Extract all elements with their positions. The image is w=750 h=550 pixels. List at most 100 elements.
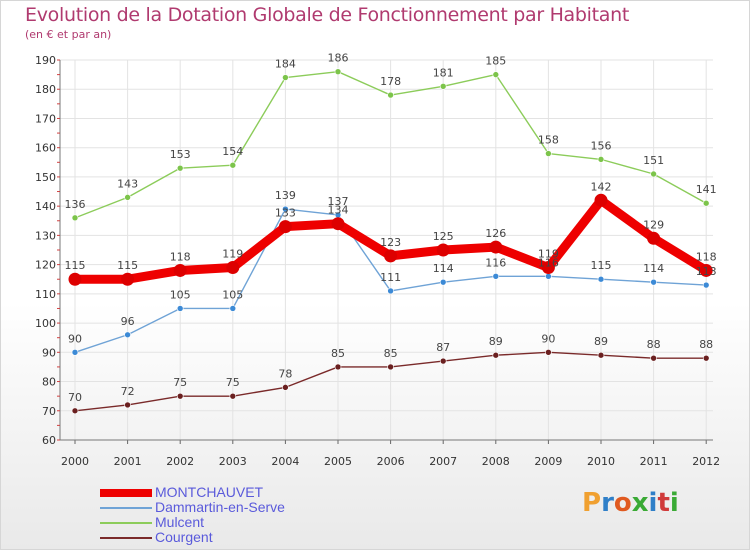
legend-swatch-dammartin-en-serve (100, 506, 152, 509)
y-tick-label: 80 (42, 376, 56, 389)
data-label-mulcent: 151 (643, 154, 664, 167)
data-point-mulcent (387, 91, 394, 99)
data-label-mulcent: 158 (538, 134, 559, 147)
data-label-courgent: 85 (331, 347, 345, 360)
x-tick-label: 2011 (640, 455, 668, 468)
data-point-courgent (702, 354, 710, 362)
data-label-courgent: 87 (436, 341, 450, 354)
legend-label-dammartin-en-serve: Dammartin-en-Serve (155, 499, 285, 515)
data-point-dammartin-en-serve (229, 305, 237, 312)
y-tick-label: 160 (35, 142, 56, 155)
legend-label-mulcent: Mulcent (155, 514, 205, 530)
data-point-dammartin-en-serve (71, 349, 79, 356)
data-point-montchauvet (541, 261, 555, 275)
x-tick-label: 2000 (61, 455, 89, 468)
data-label-dammartin-en-serve: 115 (591, 259, 612, 272)
x-tick-label: 2002 (166, 455, 194, 468)
chart-title: Evolution de la Dotation Globale de Fonc… (25, 4, 630, 26)
data-point-courgent (545, 349, 552, 356)
data-label-courgent: 70 (68, 391, 82, 404)
legend-label-montchauvet: MONTCHAUVET (155, 484, 264, 500)
legend-item-montchauvet: MONTCHAUVET (100, 484, 360, 500)
data-point-dammartin-en-serve (439, 278, 447, 286)
y-tick-label: 130 (35, 229, 56, 242)
x-tick-label: 2004 (271, 455, 299, 468)
label-layer: 60 70 80 90 100 110 120 130 140 150 160 170 180 190 20… (35, 52, 720, 468)
x-tick-label: 2010 (587, 455, 615, 468)
legend-item-mulcent: Mulcent (100, 514, 360, 530)
data-point-dammartin-en-serve (176, 305, 184, 312)
x-tick-label: 2012 (692, 455, 720, 468)
legend: MONTCHAUVET Dammartin-en-Serve Mulcent Cour… (100, 484, 360, 545)
data-label-mulcent: 185 (485, 55, 506, 68)
data-label-dammartin-en-serve: 114 (433, 262, 454, 275)
grid-layer (60, 59, 713, 440)
data-label-mulcent: 156 (591, 139, 612, 152)
data-point-dammartin-en-serve (387, 287, 394, 295)
data-point-montchauvet (278, 220, 292, 234)
x-tick-label: 2005 (324, 455, 352, 468)
data-point-dammartin-en-serve (650, 278, 657, 286)
data-point-dammartin-en-serve (545, 273, 552, 280)
data-label-courgent: 90 (541, 332, 555, 345)
data-point-montchauvet (594, 193, 608, 207)
data-label-mulcent: 181 (433, 66, 454, 79)
data-point-montchauvet (436, 243, 450, 257)
data-label-dammartin-en-serve: 105 (170, 288, 191, 301)
data-label-montchauvet: 119 (538, 248, 559, 261)
data-point-mulcent (492, 71, 500, 78)
data-point-courgent (282, 384, 289, 391)
data-label-mulcent: 141 (696, 183, 717, 196)
data-point-mulcent (439, 83, 447, 90)
data-point-dammartin-en-serve (492, 273, 500, 280)
x-tick-label: 2006 (377, 455, 405, 468)
data-label-dammartin-en-serve: 96 (121, 315, 135, 328)
y-tick-label: 170 (35, 112, 56, 125)
data-label-courgent: 88 (647, 338, 661, 351)
data-point-courgent (597, 351, 605, 359)
data-label-courgent: 75 (173, 376, 187, 389)
data-label-courgent: 78 (278, 367, 292, 380)
y-tick-label: 60 (42, 434, 56, 447)
data-point-montchauvet (173, 263, 187, 277)
y-tick-label: 90 (42, 346, 56, 359)
data-label-courgent: 75 (226, 376, 240, 389)
data-label-dammartin-en-serve: 111 (380, 271, 401, 284)
y-tick-label: 150 (35, 171, 56, 184)
x-tick-label: 2007 (429, 455, 457, 468)
data-label-montchauvet: 142 (591, 180, 612, 193)
data-point-montchauvet (699, 263, 713, 277)
y-tick-label: 140 (35, 200, 56, 213)
x-tick-label: 2008 (482, 455, 510, 468)
legend-item-courgent: Courgent (100, 529, 360, 545)
data-label-mulcent: 186 (328, 52, 349, 65)
data-point-mulcent (545, 150, 552, 157)
chart-subtitle: (en € et par an) (25, 28, 112, 41)
data-label-mulcent: 136 (65, 198, 86, 211)
data-label-courgent: 89 (489, 335, 503, 348)
data-label-courgent: 72 (121, 385, 135, 398)
x-tick-label: 2003 (219, 455, 247, 468)
data-point-dammartin-en-serve (124, 331, 131, 339)
data-point-montchauvet (647, 231, 661, 245)
data-label-mulcent: 184 (275, 58, 296, 71)
data-point-montchauvet (489, 240, 503, 254)
data-point-montchauvet (68, 272, 82, 286)
data-label-montchauvet: 129 (643, 218, 664, 231)
data-point-dammartin-en-serve (282, 205, 289, 213)
data-point-courgent (229, 392, 237, 400)
data-label-montchauvet: 115 (65, 259, 86, 272)
data-point-mulcent (124, 194, 131, 201)
data-label-dammartin-en-serve: 105 (222, 288, 243, 301)
data-label-montchauvet: 125 (433, 230, 454, 243)
data-label-montchauvet: 123 (380, 236, 401, 249)
data-point-mulcent (71, 214, 79, 222)
data-label-mulcent: 178 (380, 75, 401, 88)
data-label-montchauvet: 118 (170, 250, 191, 263)
data-point-montchauvet (121, 272, 135, 286)
data-point-courgent (650, 354, 657, 362)
data-point-dammartin-en-serve (597, 275, 605, 283)
data-label-courgent: 89 (594, 335, 608, 348)
data-point-mulcent (702, 199, 710, 207)
